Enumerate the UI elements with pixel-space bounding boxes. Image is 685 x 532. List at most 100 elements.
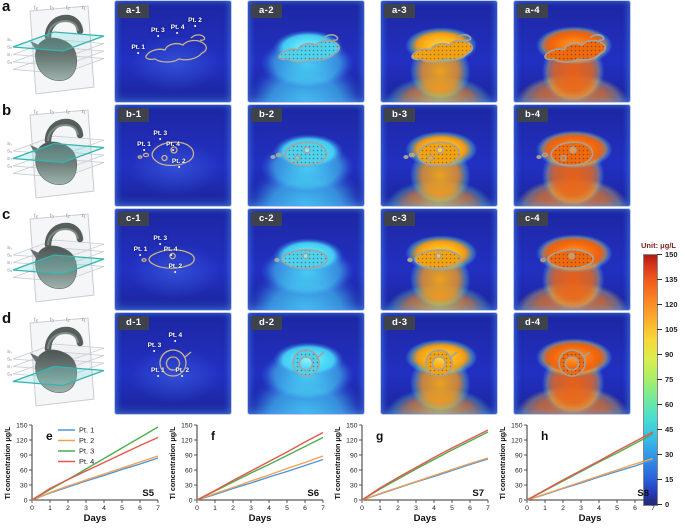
colorbar-tick-label: 0 <box>665 500 670 509</box>
plane-axis-side-label: S₅ <box>7 349 12 355</box>
heatmap-panel-c-3: c-3 <box>381 209 497 310</box>
point-label: Pt. 2 <box>172 158 186 168</box>
vessel-silhouette <box>30 222 84 290</box>
plane-axis-top-label: t₃ <box>50 317 55 323</box>
x-tick-label: 6 <box>138 505 142 512</box>
plane-axis-top-label: t₂ <box>66 5 71 11</box>
plane-axis-top-label: t₄ <box>34 5 38 11</box>
chart-svg: 0 30 60 90 120 150 0 1 2 3 4 5 6 7 e S5 Tl concentration… <box>3 422 160 524</box>
y-tick-label: 120 <box>511 437 523 444</box>
y-axis-title: Tl concentration μg/L <box>168 426 177 500</box>
plane-axis-top-label: t₃ <box>50 213 55 219</box>
panel-label: c-4 <box>517 212 548 226</box>
heatmap-panel-d-2: d-2 <box>248 313 364 414</box>
x-tick-label: 3 <box>414 505 418 512</box>
colorbar-tick-mark <box>657 404 662 405</box>
plane-axis-side-label: S₇ <box>7 364 12 370</box>
chart-tag: S7 <box>472 488 484 499</box>
y-tick-label: 120 <box>181 437 193 444</box>
panel-label: c-2 <box>251 212 282 226</box>
x-tick-label: 7 <box>156 505 160 512</box>
y-tick-label: 0 <box>189 497 193 504</box>
chart-tag: S6 <box>307 488 319 499</box>
series-line-pt--2 <box>196 455 324 501</box>
chart-letter: g <box>376 429 383 443</box>
chart-svg: 0 30 60 90 120 150 0 1 2 3 4 5 6 7 g S7 Tl concentration… <box>333 422 490 524</box>
slice-plane-highlighted <box>12 365 105 387</box>
colorbar-tick-mark <box>657 479 662 480</box>
line-chart-S8: 0 30 60 90 120 150 0 1 2 3 4 5 6 7 h S8 Tl concentration… <box>497 416 660 527</box>
plane-axis-side-label: S₆ <box>7 45 12 51</box>
panel-label: b-1 <box>118 108 150 122</box>
y-tick-label: 0 <box>519 497 523 504</box>
y-tick-label: 120 <box>16 437 28 444</box>
plane-axis-top-label: t₁ <box>82 109 86 115</box>
plane-axis-top-label: t₄ <box>34 317 38 323</box>
y-tick-label: 150 <box>346 422 358 429</box>
series-line-pt--4 <box>526 431 654 501</box>
colorbar-tick-mark <box>657 454 662 455</box>
heatmap-panel-b-3: b-3 <box>381 105 497 206</box>
x-tick-label: 3 <box>579 505 583 512</box>
colorbar-tick-label: 105 <box>665 325 678 334</box>
colorbar-unit-label: Unit: μg/L <box>641 241 676 250</box>
heatmap-panel-d-4: d-4 <box>514 313 630 414</box>
x-tick-label: 0 <box>525 505 529 512</box>
colorbar-tick-label: 75 <box>665 375 674 384</box>
row-label-a: a <box>2 0 11 15</box>
plane-axis-side-label: S₅ <box>7 245 12 251</box>
x-tick-label: 2 <box>231 505 235 512</box>
point-label: Pt. 3 <box>148 342 162 352</box>
colorbar-gradient <box>643 254 658 506</box>
y-tick-label: 30 <box>515 482 523 489</box>
row-label-c: c <box>2 206 11 223</box>
y-tick-label: 90 <box>350 452 358 459</box>
chart-letter: h <box>541 429 548 443</box>
plane-axis-side-label: S₆ <box>7 253 12 259</box>
series-line-pt--2 <box>31 455 159 501</box>
y-tick-label: 30 <box>20 482 28 489</box>
plane-axis-side-label: S₇ <box>7 260 12 266</box>
x-tick-label: 6 <box>303 505 307 512</box>
slice-plane-highlighted <box>12 142 105 164</box>
panel-label: d-3 <box>384 316 416 330</box>
plane-axis-top-label: t₂ <box>66 317 71 323</box>
x-tick-label: 3 <box>249 505 253 512</box>
y-tick-label: 0 <box>354 497 358 504</box>
series-line-pt--3 <box>361 431 489 501</box>
3d-model-slices-a: t₄ t₃ t₂ t₁ S₅ S₆ S₇ S₈ <box>5 1 111 102</box>
y-tick-label: 60 <box>515 467 523 474</box>
plane-axis-top-label: t₁ <box>82 317 86 323</box>
series-line-pt--4 <box>196 431 324 501</box>
x-tick-label: 7 <box>486 505 490 512</box>
x-tick-label: 7 <box>321 505 325 512</box>
legend-label: Pt. 1 <box>79 426 94 435</box>
colorbar-tick-label: 15 <box>665 475 674 484</box>
colorbar: Unit: μg/L 150 135 120 105 90 75 60 45 30 15 0 <box>641 241 685 509</box>
colorbar-tick-label: 135 <box>665 275 678 284</box>
colorbar-tick-label: 45 <box>665 425 674 434</box>
chart-svg: 0 30 60 90 120 150 0 1 2 3 4 5 6 7 f S6 Tl concentration… <box>168 422 325 524</box>
plane-axis-top-label: t₂ <box>66 213 71 219</box>
colorbar-tick-mark <box>657 429 662 430</box>
y-tick-label: 30 <box>350 482 358 489</box>
x-axis-title: Days <box>249 513 272 524</box>
colorbar-tick-mark <box>657 304 662 305</box>
plane-axis-side-label: S₈ <box>7 60 12 66</box>
plane-axis-side-label: S₈ <box>7 372 12 378</box>
y-tick-label: 150 <box>181 422 193 429</box>
y-axis-title: Tl concentration μg/L <box>498 426 507 500</box>
series-line-pt--3 <box>31 426 159 501</box>
heatmap-panel-d-3: d-3 <box>381 313 497 414</box>
3d-model-slices-b: t₄ t₃ t₂ t₁ S₅ S₆ S₇ S₈ <box>5 105 111 206</box>
series-line-pt--1 <box>196 458 324 501</box>
point-label: Pt. 3 <box>151 27 165 37</box>
x-axis-title: Days <box>414 513 437 524</box>
x-tick-label: 0 <box>30 505 34 512</box>
y-tick-label: 60 <box>20 467 28 474</box>
line-chart-S6: 0 30 60 90 120 150 0 1 2 3 4 5 6 7 f S6 Tl concentration… <box>167 416 330 527</box>
colorbar-tick-label: 90 <box>665 350 674 359</box>
